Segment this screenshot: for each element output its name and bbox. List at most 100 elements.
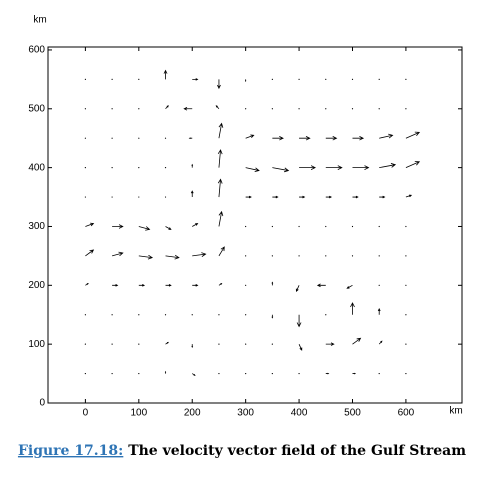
vector-dot [84, 137, 86, 139]
vector-arrow [352, 165, 370, 170]
vector-dot [378, 108, 380, 110]
vector-dot [111, 196, 113, 198]
vector-dot [84, 372, 86, 375]
vector-arrow [245, 195, 252, 199]
vector-arrow [379, 133, 394, 139]
vector-arrow [272, 135, 284, 141]
vector-arrow [352, 195, 359, 199]
vector-dot [245, 343, 247, 345]
y-tick-label: 600 [28, 45, 45, 56]
vector-arrow [192, 252, 207, 257]
x-tick-label: 100 [130, 408, 147, 419]
vector-dot [298, 225, 300, 228]
x-tick-label: 400 [291, 408, 308, 419]
vector-arrow [165, 105, 169, 110]
caption-text: The velocity vector field of the Gulf St… [128, 443, 466, 459]
caption: Figure 17.18: The velocity vector field … [18, 443, 466, 459]
vector-dot [351, 78, 354, 80]
y-tick-label: 400 [28, 162, 45, 173]
vector-arrow [191, 163, 194, 168]
y-tick-label: 0 [39, 398, 45, 409]
x-tick-label: 200 [184, 408, 201, 419]
vector-dot [378, 284, 380, 286]
vector-arrow [218, 122, 224, 139]
vector-arrow [299, 195, 306, 199]
vector-arrow [325, 342, 335, 346]
vector-dot [84, 108, 86, 110]
vector-dot [245, 225, 247, 228]
vector-arrow [165, 284, 172, 287]
vector-arrow [190, 190, 194, 198]
plot-frame [47, 46, 463, 404]
vector-dot [84, 196, 86, 198]
vector-arrow [165, 226, 172, 230]
y-tick-label: 300 [28, 221, 45, 232]
vector-arrow [188, 137, 193, 140]
vector-dot [405, 225, 407, 228]
vector-arrow [183, 107, 193, 111]
y-tick-label: 100 [28, 339, 45, 350]
vector-arrow [85, 283, 89, 286]
vector-dot [111, 78, 113, 80]
vector-arrow [298, 343, 303, 351]
x-tick-label: 300 [237, 408, 254, 419]
vector-arrow [245, 134, 255, 139]
vector-dot [405, 284, 407, 286]
vector-dot [84, 314, 86, 316]
vector-dot [378, 255, 380, 257]
vector-dot [111, 314, 113, 316]
vector-arrow [85, 249, 95, 257]
caption-label: Figure 17.18: [18, 443, 123, 459]
vector-arrow [192, 223, 199, 227]
vector-dot [111, 137, 113, 139]
vector-dot [271, 372, 273, 375]
vector-arrow [405, 194, 413, 198]
vector-arrow [316, 283, 326, 288]
vector-dot [84, 343, 86, 345]
vector-dot [138, 78, 140, 80]
vector-arrow [218, 210, 224, 227]
vector-dot [218, 343, 220, 345]
vector-dot [351, 255, 354, 257]
vector-dot [271, 108, 273, 110]
vector-dot [111, 167, 113, 169]
vector-arrow [405, 161, 421, 168]
vector-dot [164, 137, 167, 139]
vector-arrow [218, 283, 223, 286]
vector-arrow [272, 195, 279, 199]
vector-arrow [217, 178, 223, 198]
vector-arrow [352, 337, 362, 345]
vector-dot [245, 255, 247, 257]
vector-arrow [346, 284, 353, 289]
vector-arrow [325, 195, 333, 199]
vector-arrow [299, 135, 311, 141]
vector-arrow [378, 340, 383, 345]
vector-dot [325, 108, 327, 110]
vector-arrow [163, 69, 168, 80]
vector-arrow [271, 314, 274, 319]
vector-arrow [112, 284, 119, 287]
vector-dot [138, 343, 140, 345]
vector-dot [325, 314, 327, 316]
vector-dot [298, 255, 300, 257]
vector-dot [245, 314, 247, 316]
x-tick-label: 500 [344, 408, 361, 419]
vector-dot [405, 372, 407, 375]
vector-arrow [295, 285, 300, 293]
vector-arrow [245, 167, 260, 173]
x-axis-label: km [449, 406, 462, 417]
vector-dot [245, 372, 247, 375]
vector-dot [245, 284, 247, 286]
vector-arrow [299, 165, 316, 170]
vector-arrow [325, 165, 343, 170]
vector-dot [298, 78, 300, 80]
vector-dot [271, 225, 273, 228]
vector-dot [405, 314, 407, 316]
vector-arrow [296, 314, 302, 328]
vector-dot [84, 167, 86, 169]
vector-arrow [164, 370, 167, 374]
vector-dot [325, 255, 327, 257]
vector-dot [325, 225, 327, 228]
vector-dot [405, 255, 407, 257]
